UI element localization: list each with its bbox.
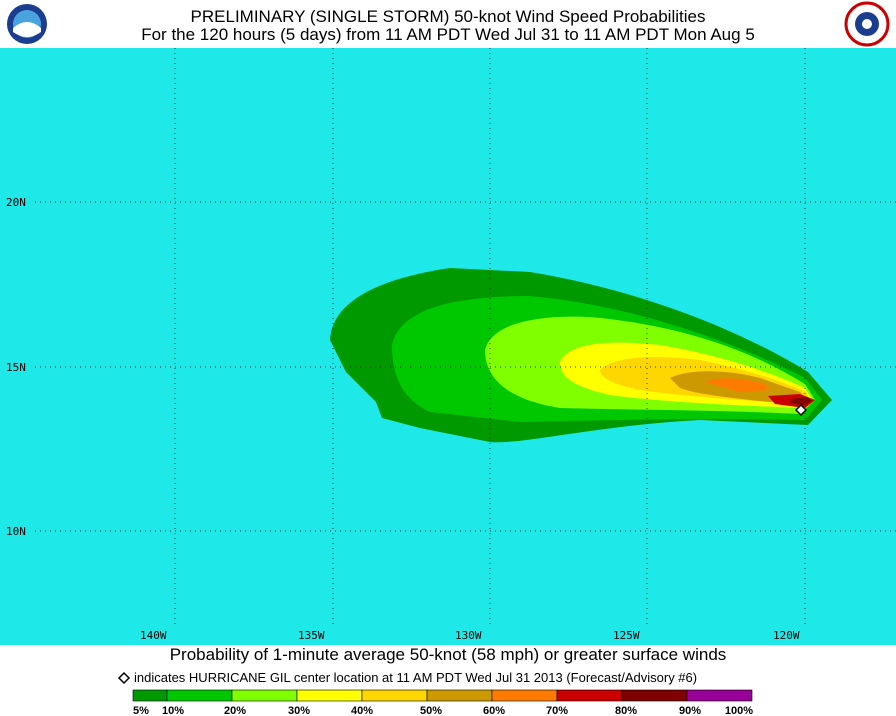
- legend-swatch: [686, 689, 753, 702]
- legend-swatch: [361, 689, 428, 702]
- lon-label: 140W: [140, 629, 167, 642]
- legend-label: 70%: [546, 705, 568, 716]
- legend-label: 90%: [679, 705, 701, 716]
- lon-label: 125W: [613, 629, 640, 642]
- legend-label: 80%: [615, 705, 637, 716]
- legend: 5% 10% 20% 30% 40% 50% 60% 70% 80% 90% 100%: [132, 689, 753, 716]
- lon-label: 130W: [455, 629, 482, 642]
- legend-label: 5%: [133, 705, 149, 716]
- legend-swatch: [556, 689, 623, 702]
- center-marker: [117, 671, 131, 685]
- note: indicates HURRICANE GIL center location …: [134, 670, 697, 685]
- legend-swatch: [296, 689, 363, 702]
- lat-label: 20N: [6, 196, 26, 209]
- legend-label: 10%: [162, 705, 184, 716]
- noaa-logo: [7, 4, 47, 44]
- legend-label: 100%: [725, 705, 753, 716]
- legend-swatch: [166, 689, 233, 702]
- nws-logo: [844, 1, 890, 47]
- legend-swatch: [132, 689, 168, 702]
- graticule: [35, 48, 896, 625]
- subtitle: For the 120 hours (5 days) from 11 AM PD…: [141, 25, 755, 44]
- legend-label: 40%: [351, 705, 373, 716]
- title: PRELIMINARY (SINGLE STORM) 50-knot Wind …: [191, 7, 706, 26]
- legend-swatch: [426, 689, 493, 702]
- probability-contours: [330, 268, 832, 443]
- lon-label: 120W: [773, 629, 800, 642]
- legend-swatch: [621, 689, 688, 702]
- legend-swatch: [491, 689, 558, 702]
- legend-label: 30%: [288, 705, 310, 716]
- legend-swatch: [231, 689, 298, 702]
- lat-label: 10N: [6, 525, 26, 538]
- lat-label: 15N: [6, 361, 26, 374]
- legend-label: 50%: [420, 705, 442, 716]
- legend-label: 20%: [224, 705, 246, 716]
- legend-label: 60%: [483, 705, 505, 716]
- lon-label: 135W: [298, 629, 325, 642]
- caption: Probability of 1-minute average 50-knot …: [170, 645, 727, 664]
